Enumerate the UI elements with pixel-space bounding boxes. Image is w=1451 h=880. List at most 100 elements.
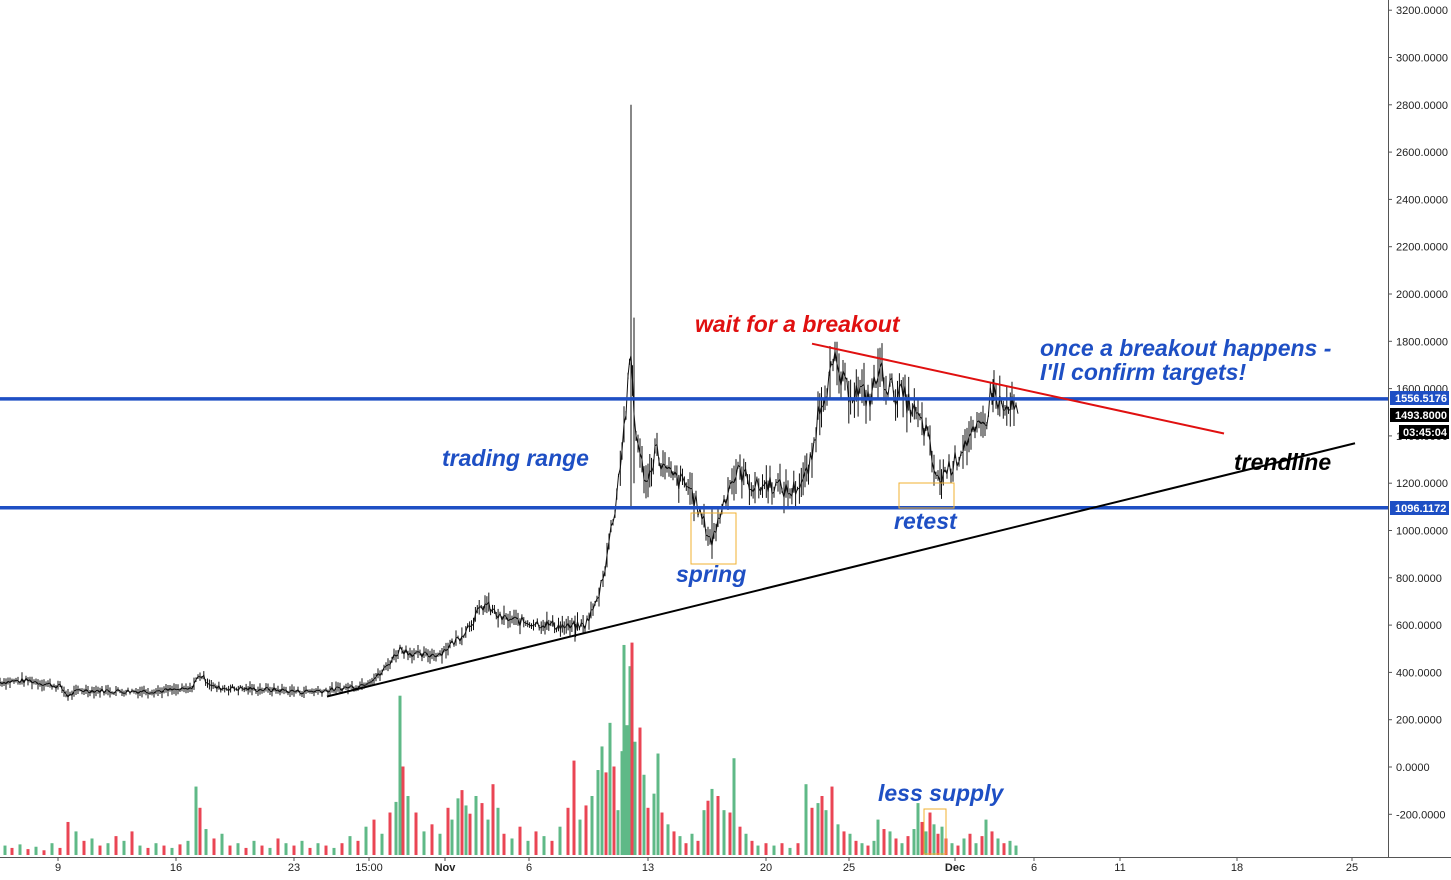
volume-bar: [220, 833, 224, 855]
spring-highlight-box: [690, 512, 737, 565]
volume-bar: [491, 784, 495, 855]
volume-bar: [42, 850, 46, 855]
volume-bar: [872, 840, 876, 855]
volume-bar: [130, 831, 134, 855]
volume-bar: [750, 840, 754, 855]
volume-bar: [744, 833, 748, 855]
volume-bar: [356, 840, 360, 855]
volume-bar: [620, 751, 624, 855]
volume-bar: [940, 826, 944, 855]
volume-bar: [888, 831, 892, 855]
annotation-trading-range: trading range: [442, 445, 589, 471]
volume-bar: [600, 746, 604, 855]
volume-bar: [625, 725, 629, 855]
volume-bar: [228, 845, 232, 855]
trendlines[interactable]: [326, 342, 1356, 698]
volume-bar: [474, 796, 478, 855]
volume-bar: [876, 819, 880, 855]
time-axis-labels: 9 16 23 15:00 Nov 6 13 20 25 Dec 6 11 18 25: [55, 857, 1358, 874]
level-tag-upper-bg: [1390, 391, 1449, 405]
time-tick-label: 11: [1114, 862, 1125, 874]
volume-bar: [622, 644, 626, 855]
volume-bar: [268, 847, 272, 855]
volume-bar: [860, 843, 864, 855]
price-tick-label: 2200.0000: [1396, 242, 1448, 254]
volume-bar: [58, 847, 62, 855]
volume-bar: [372, 819, 376, 855]
annotation-once-breakout-line2: I'll confirm targets!: [1040, 359, 1246, 385]
volume-bar: [990, 831, 994, 855]
time-tick-label: 9: [55, 862, 61, 874]
volume-bar: [398, 695, 402, 855]
annotation-once-breakout-line1: once a breakout happens -: [1040, 335, 1331, 361]
volume-bar: [438, 833, 442, 855]
trendline-line[interactable]: [326, 442, 1356, 698]
volume-bar: [633, 741, 637, 855]
volume-bar: [924, 831, 928, 855]
volume-bar: [526, 840, 530, 855]
volume-bar: [630, 642, 634, 855]
volume-bar: [122, 840, 126, 855]
volume-bar: [666, 824, 670, 855]
volume-bar: [332, 847, 336, 855]
volume-bar: [906, 836, 910, 855]
price-series: [0, 341, 1019, 700]
price-tick-label: 2400.0000: [1396, 194, 1448, 206]
volume-bar: [912, 829, 916, 855]
volume-bar: [406, 796, 410, 855]
volume-bar: [364, 826, 368, 855]
volume-bar: [706, 800, 710, 855]
annotation-less-supply: less supply: [878, 780, 1004, 806]
volume-bar: [738, 826, 742, 855]
time-tick-label: 23: [288, 862, 300, 874]
volume-bar: [652, 793, 656, 855]
volume-bar: [628, 666, 632, 855]
volume-bar: [920, 821, 924, 855]
volume-bar: [810, 807, 814, 855]
volume-bar: [638, 727, 642, 855]
volume-bar: [106, 843, 110, 855]
time-tick-label: 16: [170, 862, 182, 874]
annotation-trendline: trendline: [1234, 449, 1331, 475]
volume-bar: [804, 784, 808, 855]
volume-bar: [678, 836, 682, 855]
time-tick-label: 25: [843, 862, 855, 874]
volume-bar: [932, 824, 936, 855]
volume-bar: [114, 836, 118, 855]
volume-bar: [380, 833, 384, 855]
volume-bar: [244, 847, 248, 855]
volume-bar: [974, 843, 978, 855]
volume-bar: [170, 847, 174, 855]
volume-bar: [612, 766, 616, 855]
volume-bar: [414, 812, 418, 855]
price-tick-label: 1000.0000: [1396, 526, 1448, 538]
price-tick-label: -200.0000: [1396, 809, 1446, 821]
last-price-tag-bg: [1390, 408, 1449, 422]
volume-bar: [696, 840, 700, 855]
volume-bar: [882, 829, 886, 855]
volume-bar: [186, 840, 190, 855]
price-tick-label: 2800.0000: [1396, 100, 1448, 112]
volume-bar: [646, 807, 650, 855]
volume-bar: [90, 838, 94, 855]
volume-bar: [534, 831, 538, 855]
volume-bar: [842, 831, 846, 855]
level-tag-upper: 1556.5176: [1395, 393, 1447, 405]
countdown-tag-bg: [1399, 425, 1449, 439]
volume-bar: [854, 840, 858, 855]
volume-bar: [596, 770, 600, 855]
volume-bar: [894, 838, 898, 855]
horizontal-levels[interactable]: [0, 397, 1388, 510]
resistance-line[interactable]: [811, 342, 1225, 435]
price-tick-label: 200.0000: [1396, 715, 1442, 727]
volume-bar: [450, 819, 454, 855]
volume-bar: [722, 810, 726, 855]
volume-bar: [796, 843, 800, 855]
price-tick-label: 800.0000: [1396, 573, 1442, 585]
volume-bar: [550, 840, 554, 855]
annotation-spring: spring: [676, 561, 746, 587]
volume-bar: [608, 722, 612, 855]
volume-bar: [816, 803, 820, 855]
time-tick-label: Nov: [435, 862, 457, 874]
